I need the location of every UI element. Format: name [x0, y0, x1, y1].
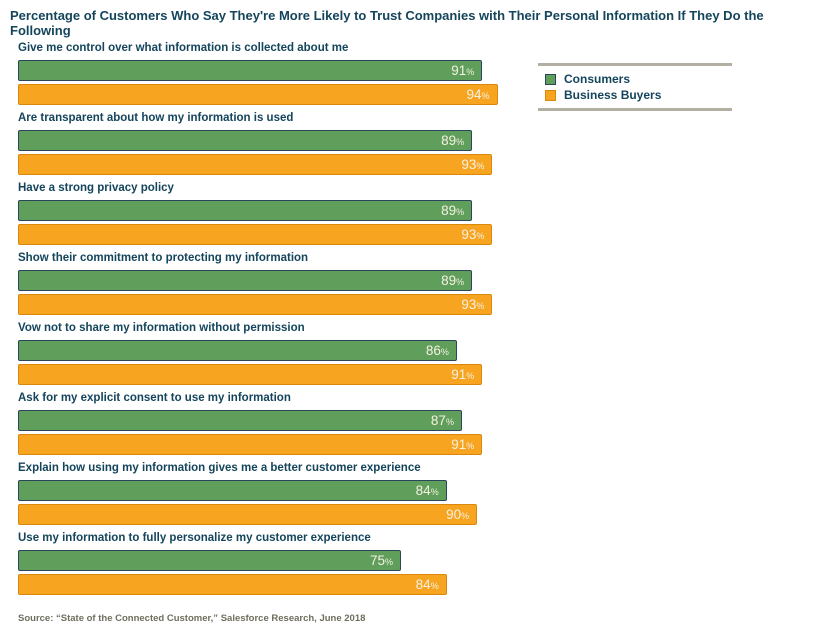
business-buyers-bar: 93% [18, 294, 493, 315]
category-group: Give me control over what information is… [18, 42, 498, 105]
category-group: Have a strong privacy policy 89% 93% [18, 182, 498, 245]
consumers-bar: 84% [18, 480, 447, 501]
consumers-bar: 89% [18, 200, 473, 221]
business-buyers-bar: 93% [18, 224, 493, 245]
category-label: Have a strong privacy policy [18, 182, 174, 194]
category-group: Vow not to share my information without … [18, 322, 498, 385]
category-label: Show their commitment to protecting my i… [18, 252, 309, 264]
consumers-swatch-icon [545, 73, 556, 85]
category-group: Show their commitment to protecting my i… [18, 252, 498, 315]
business-buyers-swatch-icon [545, 89, 556, 101]
business-buyers-bar: 84% [18, 574, 447, 595]
legend-item-business-buyers: Business Buyers [545, 87, 732, 103]
consumers-bar: 75% [18, 550, 401, 571]
business-buyers-bar: 91% [18, 364, 483, 385]
category-label: Explain how using my information gives m… [18, 462, 421, 474]
legend-label-consumers: Consumers [564, 72, 631, 86]
consumers-value: 89% [441, 203, 465, 218]
business-buyers-bar: 93% [18, 154, 493, 175]
category-group: Ask for my explicit consent to use my in… [18, 392, 498, 455]
consumers-value: 87% [430, 413, 454, 428]
legend: Consumers Business Buyers [538, 63, 732, 111]
consumers-value: 84% [415, 483, 439, 498]
category-group: Explain how using my information gives m… [18, 462, 498, 525]
consumers-value: 86% [425, 343, 449, 358]
category-label: Are transparent about how my information… [18, 112, 294, 124]
category-label: Ask for my explicit consent to use my in… [18, 392, 291, 404]
chart-title: Percentage of Customers Who Say They're … [10, 8, 764, 38]
category-group: Are transparent about how my information… [18, 112, 498, 175]
consumers-value: 89% [441, 133, 465, 148]
consumers-value: 75% [369, 553, 393, 568]
business-buyers-bar: 94% [18, 84, 498, 105]
business-buyers-value: 93% [461, 227, 485, 242]
business-buyers-value: 94% [466, 87, 490, 102]
category-label: Vow not to share my information without … [18, 322, 305, 334]
business-buyers-value: 91% [451, 367, 475, 382]
business-buyers-value: 90% [446, 507, 470, 522]
consumers-bar: 86% [18, 340, 457, 361]
chart-rows: Give me control over what information is… [18, 42, 498, 602]
business-buyers-value: 93% [461, 297, 485, 312]
consumers-bar: 89% [18, 130, 473, 151]
category-label: Give me control over what information is… [18, 42, 349, 54]
business-buyers-value: 91% [451, 437, 475, 452]
business-buyers-value: 93% [461, 157, 485, 172]
category-label: Use my information to fully personalize … [18, 532, 371, 544]
consumers-bar: 91% [18, 60, 483, 81]
category-group: Use my information to fully personalize … [18, 532, 498, 595]
consumers-value: 89% [441, 273, 465, 288]
source-note: Source: “State of the Connected Customer… [18, 613, 366, 624]
legend-item-consumers: Consumers [545, 71, 732, 87]
legend-label-business-buyers: Business Buyers [564, 88, 662, 102]
business-buyers-bar: 91% [18, 434, 483, 455]
consumers-bar: 89% [18, 270, 473, 291]
business-buyers-bar: 90% [18, 504, 478, 525]
consumers-value: 91% [451, 63, 475, 78]
consumers-bar: 87% [18, 410, 462, 431]
business-buyers-value: 84% [415, 577, 439, 592]
